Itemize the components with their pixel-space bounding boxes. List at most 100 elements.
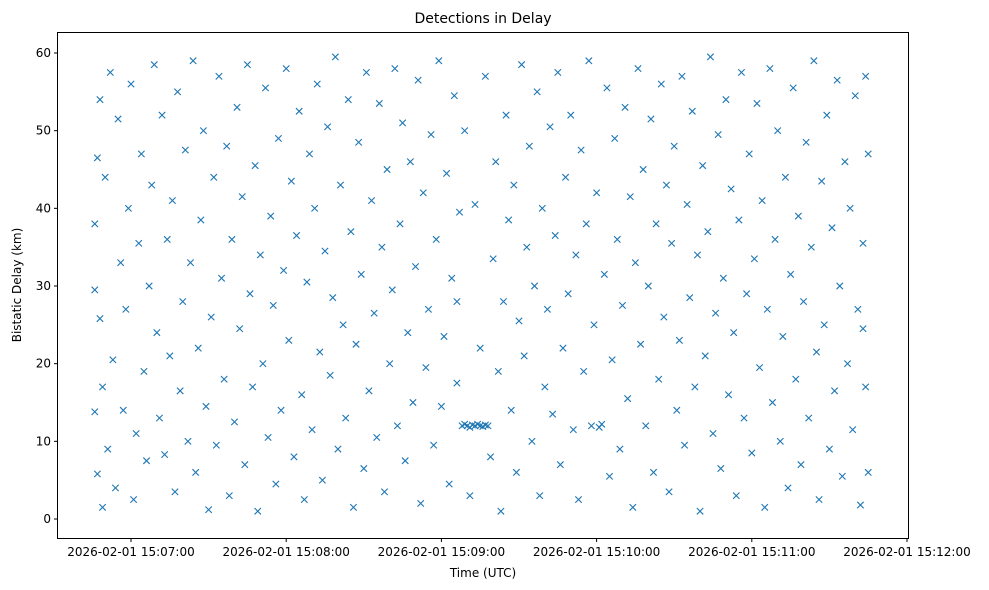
data-point	[236, 325, 244, 333]
data-point	[686, 294, 694, 302]
data-point	[481, 72, 489, 80]
data-point	[380, 488, 389, 496]
data-point	[862, 383, 870, 391]
data-point	[582, 220, 590, 228]
data-point	[318, 476, 327, 484]
data-point	[745, 150, 753, 158]
data-point	[665, 488, 673, 496]
data-point	[135, 239, 143, 247]
data-point	[114, 115, 122, 123]
data-point	[331, 53, 339, 61]
data-point	[810, 57, 818, 65]
data-point	[768, 398, 777, 407]
data-point	[142, 457, 151, 465]
chart-title: Detections in Delay	[414, 11, 551, 27]
data-point	[719, 274, 727, 282]
data-point	[574, 495, 583, 504]
data-point	[724, 391, 733, 399]
data-point	[688, 107, 696, 115]
data-point	[311, 204, 319, 212]
data-point	[673, 406, 681, 414]
data-point	[290, 453, 298, 461]
data-point	[132, 429, 140, 438]
data-point	[339, 321, 347, 329]
data-point	[735, 216, 743, 224]
data-point	[399, 119, 407, 127]
data-point	[642, 422, 650, 430]
data-point	[91, 408, 99, 416]
data-point	[649, 468, 658, 476]
data-point	[450, 92, 458, 100]
data-point	[536, 492, 544, 500]
data-point	[401, 457, 409, 465]
data-point	[626, 193, 634, 201]
data-point	[295, 107, 303, 115]
data-point	[849, 426, 857, 434]
data-point	[375, 99, 383, 108]
data-point	[533, 88, 541, 96]
data-point	[774, 127, 782, 135]
data-point	[91, 286, 99, 294]
data-point	[812, 348, 821, 356]
data-point	[101, 173, 109, 181]
data-point	[419, 189, 427, 197]
data-point	[484, 422, 492, 430]
data-point	[215, 72, 223, 80]
data-point	[140, 367, 148, 376]
data-point	[427, 130, 435, 139]
data-point	[696, 507, 704, 515]
data-point	[445, 480, 453, 488]
data-point	[163, 235, 171, 243]
data-point	[383, 165, 391, 174]
data-point	[502, 111, 510, 119]
data-point	[367, 196, 376, 205]
data-point	[709, 429, 717, 438]
data-point	[303, 278, 311, 286]
data-point	[732, 492, 740, 500]
data-point	[453, 297, 461, 306]
data-point	[287, 177, 295, 185]
data-point	[776, 437, 784, 445]
data-point	[818, 177, 826, 185]
data-point	[181, 146, 189, 154]
y-tick-label: 30	[36, 279, 51, 293]
data-point	[106, 68, 114, 77]
data-point	[145, 282, 153, 290]
data-point	[323, 123, 332, 131]
data-point	[280, 266, 288, 275]
x-tick-label: 2026-02-01 15:07:00	[67, 545, 194, 559]
data-point	[96, 315, 104, 323]
data-point	[336, 181, 345, 189]
data-point	[261, 84, 270, 92]
y-axis-label: Bistatic Delay (km)	[10, 228, 24, 343]
data-point	[605, 472, 614, 480]
data-point	[153, 329, 161, 337]
data-point	[753, 99, 761, 108]
data-point	[507, 406, 515, 414]
data-point	[453, 379, 461, 387]
data-point	[543, 305, 552, 313]
data-point	[807, 243, 815, 251]
data-point	[587, 422, 596, 430]
data-point	[161, 450, 169, 459]
data-point	[313, 80, 321, 88]
data-point	[129, 495, 138, 504]
data-point	[541, 383, 549, 391]
data-point	[210, 173, 218, 181]
data-point	[815, 495, 823, 504]
data-point	[828, 224, 836, 232]
data-point	[298, 391, 306, 399]
data-point	[859, 325, 867, 333]
data-point	[476, 344, 484, 352]
data-point	[326, 371, 334, 379]
data-point	[792, 375, 800, 383]
data-point	[194, 344, 202, 352]
data-point	[580, 367, 588, 376]
data-point	[864, 468, 872, 476]
data-point	[600, 270, 608, 278]
data-point	[652, 220, 660, 228]
data-point	[370, 309, 378, 317]
data-point	[556, 461, 564, 469]
data-point	[761, 503, 769, 511]
data-point	[846, 204, 854, 212]
